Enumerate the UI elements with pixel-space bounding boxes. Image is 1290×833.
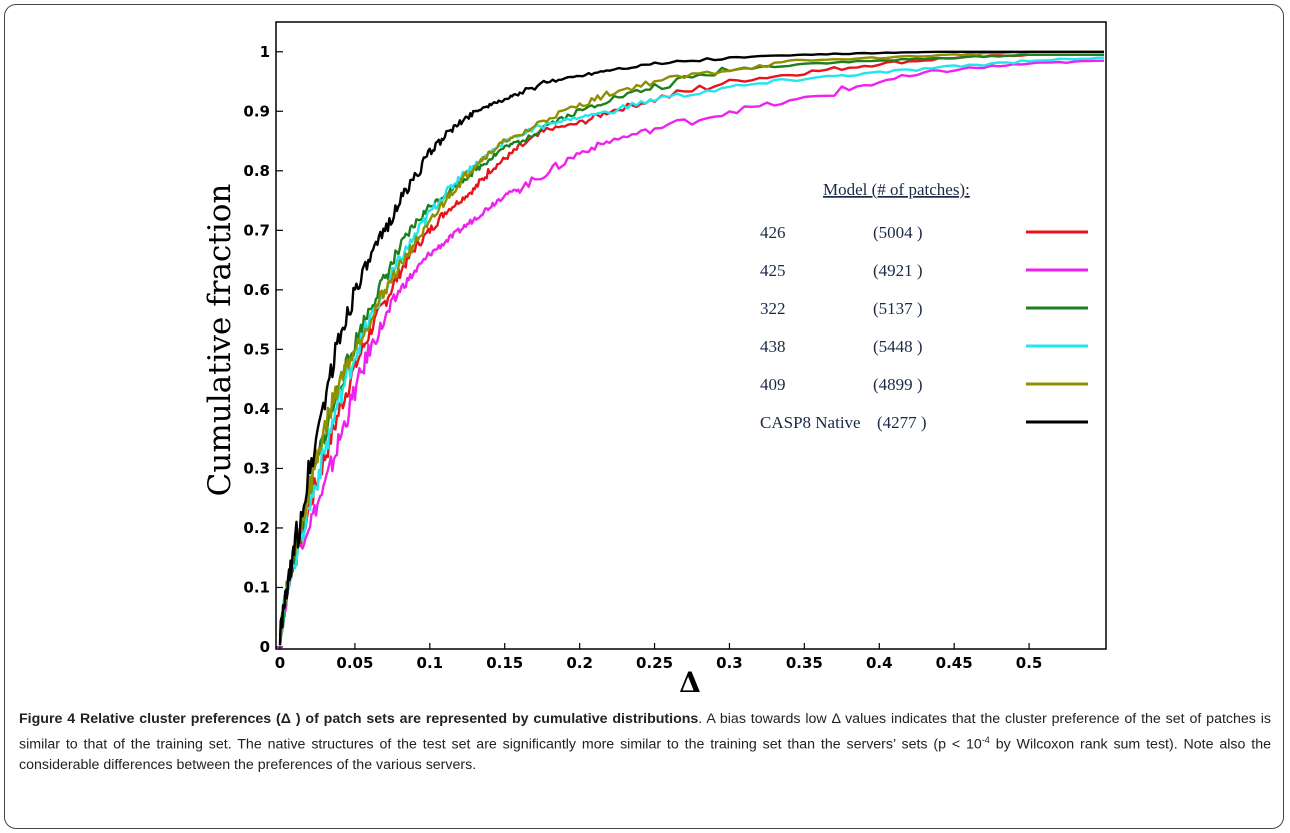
x-tick-label: 0.5 [1016, 654, 1043, 672]
caption-text-end: by Wilcoxon rank sum test). Note also th… [19, 736, 1271, 773]
legend-count: (5448 ) [873, 337, 923, 356]
series-line-438 [278, 56, 1105, 647]
y-tick-label: 0.3 [243, 459, 270, 477]
legend-label: 409 [760, 375, 786, 394]
y-tick-label: 0.6 [243, 281, 270, 299]
figure-caption: Figure 4 Relative cluster preferences (Δ… [19, 709, 1271, 775]
x-tick-label: 0.1 [417, 654, 444, 672]
legend-label: 322 [760, 299, 786, 318]
y-tick-label: 0 [260, 638, 270, 656]
caption-exponent: -4 [981, 734, 990, 745]
y-axis-ticks: 0 0.1 0.2 0.3 0.4 0.5 0.6 0.7 0.8 0.9 1 [243, 43, 283, 656]
legend-title: Model (# of patches): [823, 180, 970, 199]
y-tick-label: 0.2 [243, 519, 270, 537]
caption-title: Figure 4 Relative cluster preferences (Δ… [19, 711, 699, 727]
series-lines [278, 50, 1105, 647]
legend-label: CASP8 Native [760, 413, 861, 432]
x-tick-label: 0.15 [486, 654, 523, 672]
x-tick-label: 0 [275, 654, 285, 672]
cdf-line-chart: 0 0.1 0.2 0.3 0.4 0.5 0.6 0.7 0.8 0.9 1 0 0.05 0.1 0.… [202, 21, 1107, 699]
x-tick-label: 0.35 [786, 654, 823, 672]
x-tick-label: 0.05 [336, 654, 373, 672]
series-line-425 [278, 59, 1105, 647]
caption-text: . A bias towards low Δ values indicates … [19, 711, 1271, 753]
y-axis-label: Cumulative fraction [202, 184, 238, 497]
x-axis-label: Δ [679, 666, 701, 699]
y-tick-label: 0.7 [243, 221, 270, 239]
y-tick-label: 0.4 [243, 400, 270, 418]
x-tick-label: 0.3 [716, 654, 743, 672]
legend-count: (4899 ) [873, 375, 923, 394]
series-line-409 [278, 50, 1104, 643]
plot-frame [275, 21, 1107, 650]
y-tick-label: 0.9 [243, 102, 270, 120]
x-tick-label: 0.2 [566, 654, 593, 672]
x-axis-ticks: 0 0.05 0.1 0.15 0.2 0.25 0.3 0.35 0.4 0.45 0.5 [275, 643, 1043, 672]
y-tick-label: 1 [260, 43, 270, 61]
legend-count: (5137 ) [873, 299, 923, 318]
legend-count: (5004 ) [873, 223, 923, 242]
legend-label: 426 [760, 223, 786, 242]
x-tick-label: 0.45 [936, 654, 973, 672]
series-line-casp8-native [278, 50, 1104, 646]
y-tick-label: 0.1 [243, 578, 270, 596]
legend-label: 438 [760, 337, 786, 356]
y-tick-label: 0.8 [243, 162, 270, 180]
legend-count: (4277 ) [877, 413, 927, 432]
x-tick-label: 0.25 [636, 654, 673, 672]
legend: Model (# of patches): 426 (5004 ) 425 (4921… [760, 180, 1088, 432]
legend-label: 425 [760, 261, 786, 280]
legend-count: (4921 ) [873, 261, 923, 280]
x-tick-label: 0.4 [866, 654, 893, 672]
y-tick-label: 0.5 [243, 340, 270, 358]
